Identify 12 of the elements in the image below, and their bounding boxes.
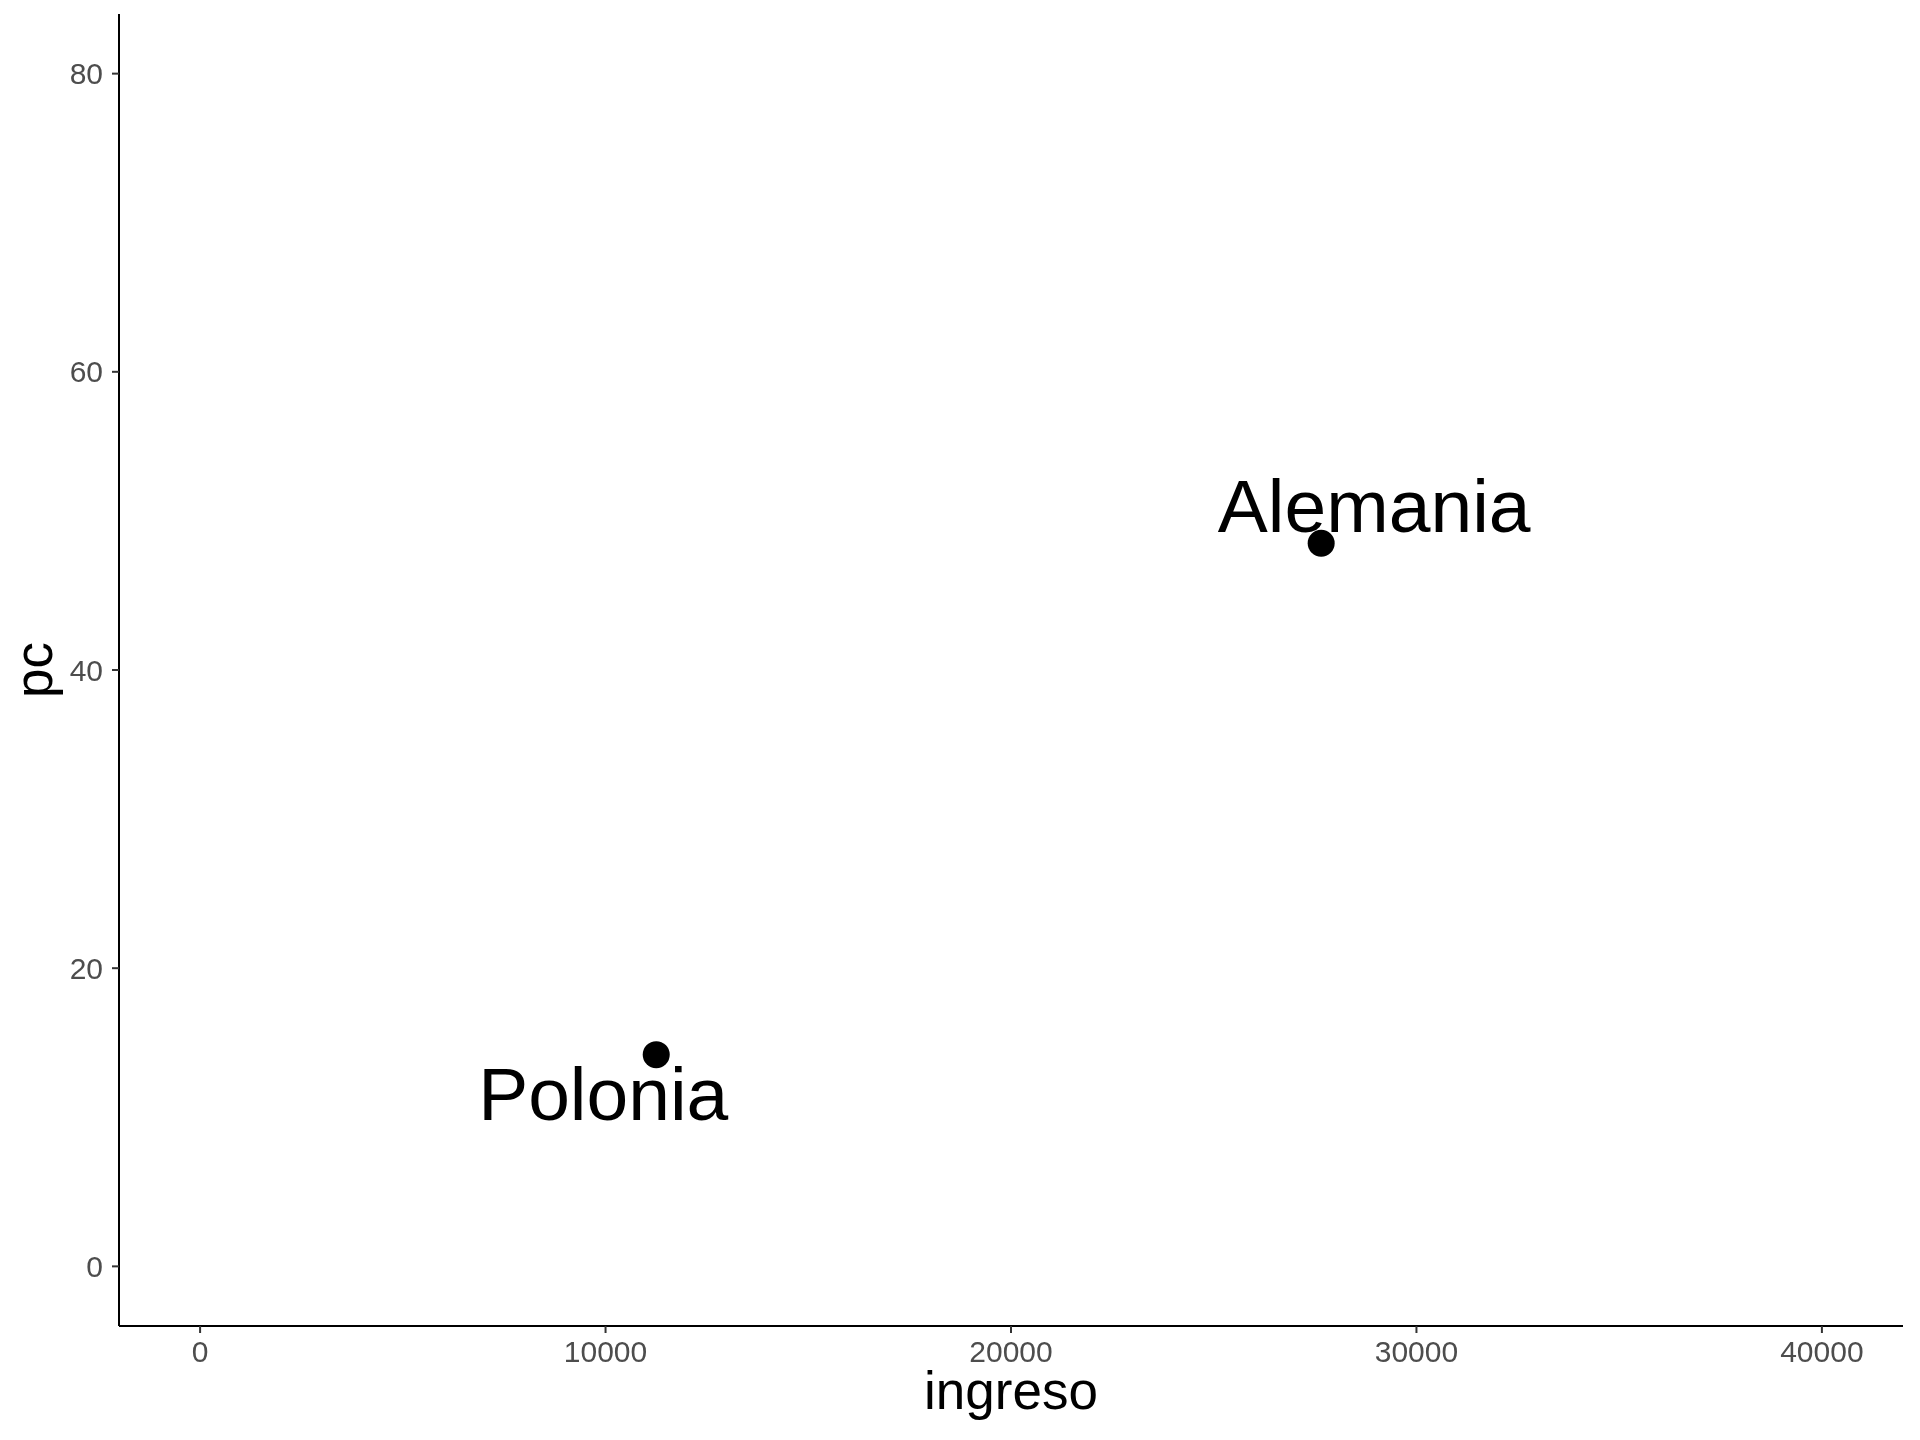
y-tick-label: 40: [69, 653, 103, 687]
y-axis-title: pc: [4, 642, 64, 698]
x-tick-label: 0: [191, 1335, 209, 1369]
x-tick-label: 30000: [1374, 1335, 1459, 1369]
x-tick-label: 10000: [563, 1335, 648, 1369]
y-tick-label: 80: [69, 57, 103, 91]
y-tick-label: 60: [69, 355, 103, 389]
x-tick-label: 40000: [1780, 1335, 1864, 1369]
y-tick-label: 20: [69, 951, 103, 985]
y-tick-label: 0: [86, 1250, 103, 1284]
annotation: Polonia: [478, 1052, 729, 1136]
annotation: Alemania: [1217, 463, 1531, 548]
